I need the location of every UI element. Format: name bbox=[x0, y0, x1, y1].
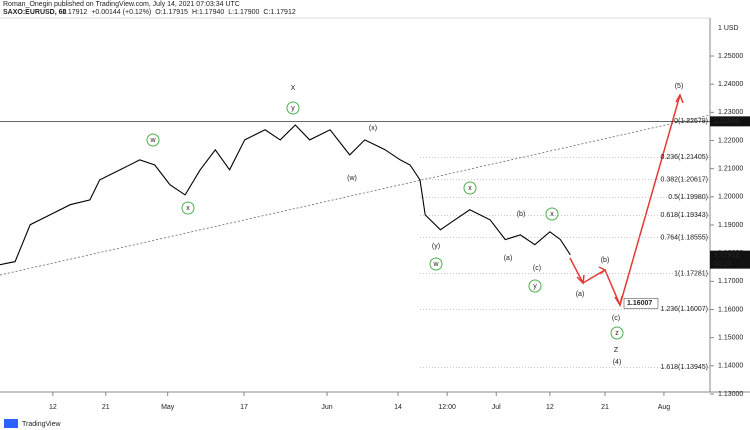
x-tick-label: 17 bbox=[240, 404, 248, 411]
price-label-box bbox=[710, 250, 750, 269]
symbol: SAXO:EURUSD, 60 bbox=[3, 9, 67, 16]
callout-box bbox=[623, 297, 659, 309]
wave-label: (a) bbox=[576, 291, 585, 298]
wave-circle bbox=[429, 257, 443, 271]
wave-label: y bbox=[533, 283, 537, 290]
y-tick-label: 1.16000 bbox=[718, 306, 743, 313]
price-label-box bbox=[710, 116, 750, 127]
fib-label: 0(1.22679) bbox=[674, 118, 708, 125]
x-tick-label: 12:00 bbox=[438, 404, 456, 411]
wave-label: (x) bbox=[369, 125, 377, 132]
x-tick-label: Jul bbox=[492, 404, 501, 411]
y-tick-label: 1.14000 bbox=[718, 363, 743, 370]
y-tick-label: 1.21000 bbox=[718, 166, 743, 173]
fib-label: 0.236(1.21405) bbox=[661, 154, 708, 161]
x-tick-label: Aug bbox=[658, 404, 671, 411]
fib-label: 1.236(1.16007) bbox=[661, 306, 708, 313]
wave-label: Z bbox=[614, 347, 619, 354]
wave-label: (b) bbox=[601, 257, 610, 264]
wave-label: (a) bbox=[504, 255, 513, 262]
fib-label: 0.618(1.19343) bbox=[661, 212, 708, 219]
wave-label: x bbox=[468, 185, 472, 192]
wave-label: x bbox=[550, 211, 554, 218]
wave-label: w bbox=[149, 137, 156, 144]
price-label-timer: 56:29 bbox=[714, 260, 732, 267]
wave-label: (c) bbox=[533, 265, 541, 272]
wave-label: (4) bbox=[613, 359, 622, 366]
callout-label: 1.16007 bbox=[627, 300, 652, 307]
y-tick-label: 1.23000 bbox=[718, 109, 743, 116]
wave-label: z bbox=[615, 330, 619, 337]
wave-circle bbox=[528, 279, 542, 293]
quote-value: C:1.17912 bbox=[263, 9, 295, 16]
brand-logo bbox=[4, 419, 18, 428]
wave-circle bbox=[286, 101, 300, 115]
y-tick-label: 1.22000 bbox=[718, 137, 743, 144]
fib-label: 1(1.17281) bbox=[674, 270, 708, 277]
publish-title: Roman_Onegin published on TradingView.co… bbox=[3, 1, 240, 8]
price-label: 1.17912 bbox=[714, 252, 739, 259]
y-tick-label: 1.15000 bbox=[718, 334, 743, 341]
brand: TradingView bbox=[22, 421, 61, 428]
y-tick-label: 1.13000 bbox=[718, 391, 743, 398]
fib-label: 1.618(1.13945) bbox=[661, 364, 708, 371]
wave-label: (b) bbox=[517, 211, 526, 218]
x-tick-label: 21 bbox=[102, 404, 110, 411]
fib-label: 0.764(1.18555) bbox=[661, 234, 708, 241]
price-label: 1.22680 bbox=[714, 118, 739, 125]
quote-value: L:1.17900 bbox=[228, 9, 259, 16]
x-tick-label: 21 bbox=[601, 404, 609, 411]
wave-circle bbox=[545, 207, 559, 221]
y-tick-label: 1.24000 bbox=[718, 81, 743, 88]
quote-value: H:1.17940 bbox=[192, 9, 224, 16]
wave-label: y bbox=[291, 105, 295, 112]
fib-label: 0.5(1.19980) bbox=[668, 194, 708, 201]
trend-line bbox=[0, 114, 711, 276]
wave-label: (5) bbox=[675, 83, 684, 90]
fib-label: 0.382(1.20617) bbox=[661, 176, 708, 183]
x-tick-label: 12 bbox=[546, 404, 554, 411]
x-tick-label: May bbox=[161, 404, 175, 411]
y-tick-label: 1.17000 bbox=[718, 278, 743, 285]
x-tick-label: 14 bbox=[394, 404, 402, 411]
wave-circle bbox=[181, 201, 195, 215]
x-tick-label: Jun bbox=[321, 404, 332, 411]
x-tick-label: 12 bbox=[49, 404, 57, 411]
wave-circle bbox=[146, 133, 160, 147]
projection-arrowheads bbox=[576, 93, 684, 307]
wave-circle bbox=[463, 181, 477, 195]
y-tick-label: 1.20000 bbox=[718, 194, 743, 201]
wave-label: (w) bbox=[347, 175, 357, 182]
quote-value: 1.17912 bbox=[62, 9, 87, 16]
wave-label: X bbox=[291, 85, 296, 92]
wave-circle bbox=[610, 326, 624, 340]
price-line bbox=[0, 124, 571, 266]
quote-value: O:1.17915 bbox=[155, 9, 188, 16]
y-tick-label: 1.25000 bbox=[718, 53, 743, 60]
wave-label: w bbox=[432, 261, 439, 268]
quote-value: +0.00144 (+0.12%) bbox=[91, 9, 151, 16]
y-tick-label: 1.19000 bbox=[718, 222, 743, 229]
wave-label: x bbox=[186, 205, 190, 212]
wave-label: (y) bbox=[432, 243, 440, 250]
y-unit: 1 USD bbox=[718, 25, 739, 32]
wave-label: (c) bbox=[612, 315, 620, 322]
